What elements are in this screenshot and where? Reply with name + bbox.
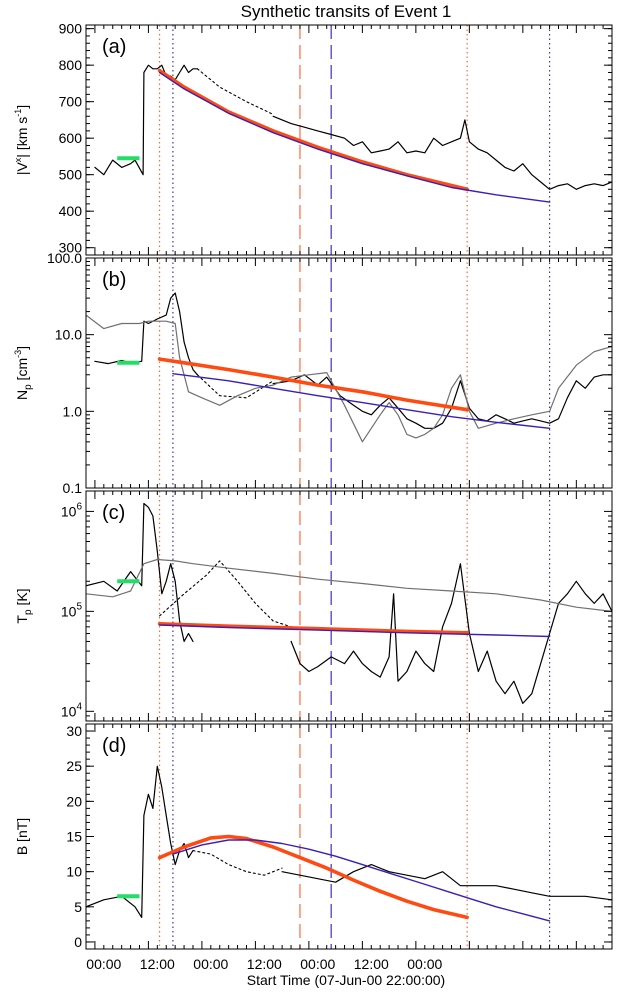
figure-title: Synthetic transits of Event 1: [241, 2, 452, 21]
series-observed: [86, 765, 194, 919]
y-tick-label: 1.0: [63, 403, 83, 419]
series-dotted: [159, 560, 292, 628]
panel-frame: [85, 24, 613, 256]
y-tick-label: 900: [59, 21, 83, 37]
y-axis-label: |Vx| [km s-1]: [13, 105, 30, 175]
plot-area: [94, 25, 612, 255]
series-observed: [94, 64, 198, 176]
y-tick-label: 20: [66, 793, 82, 809]
y-tick-label: 0.1: [63, 480, 83, 496]
series-orange-fit: [157, 834, 469, 920]
panel-a: 300 400 500 600 700 800 900 (a) |Vx| [km s-1]: [13, 21, 613, 256]
x-tick-label: 00:00: [407, 956, 442, 972]
y-tick-label: 105: [61, 601, 83, 619]
series-orange-fit: [157, 68, 469, 192]
x-tick-label: 12:00: [140, 956, 175, 972]
y-axis-label: Tp [K]: [14, 588, 34, 623]
plot-area: [86, 724, 612, 949]
series-purple-fit: [172, 839, 551, 922]
y-tick-label: 600: [59, 130, 83, 146]
y-tick-label: 15: [66, 829, 82, 845]
y-axis-label: B [nT]: [14, 818, 30, 855]
x-tick-label: 00:00: [86, 956, 121, 972]
y-tick-label: 800: [59, 57, 83, 73]
y-axis-label: Np [cm-3]: [13, 346, 34, 400]
series-purple-fit: [158, 624, 551, 638]
panel-label: (d): [102, 735, 126, 757]
y-tick-label: 25: [66, 758, 82, 774]
x-tick-label: 00:00: [193, 956, 228, 972]
x-axis-label: Start Time (07-Jun-00 22:00:00): [247, 972, 445, 988]
series-observed: [272, 374, 612, 429]
panel-label: (b): [102, 269, 126, 291]
y-tick-label: 10: [66, 864, 82, 880]
series-purple-fit: [158, 71, 551, 203]
series-model-gray: [86, 314, 612, 443]
panel-frame: [85, 257, 613, 489]
y-tick-label: 0: [74, 934, 82, 950]
panel-frame: [85, 723, 613, 950]
plot-area: [86, 258, 612, 488]
x-tick-label: 00:00: [300, 956, 335, 972]
panel-b: 0.1 1.0 10.0 100.0 (b) Np [cm-3]: [13, 250, 613, 496]
x-tick-label: 12:00: [354, 956, 389, 972]
plot-area: [86, 491, 612, 721]
y-tick-label: 400: [59, 203, 83, 219]
series-dotted: [192, 850, 283, 876]
series-observed: [272, 115, 612, 190]
panel-label: (a): [102, 36, 126, 58]
series-model-gray: [86, 558, 612, 613]
y-tick-label: 500: [59, 167, 83, 183]
x-tick-label: 12:00: [247, 956, 282, 972]
y-tick-label: 100.0: [47, 250, 82, 266]
panel-d: 0 5 10 15 20 25 30 (d) B [nT]: [14, 723, 613, 950]
series-observed: [281, 863, 612, 901]
y-tick-label: 106: [61, 501, 83, 519]
x-tick-labels: 00:00 12:00 00:00 12:00 00:00 12:00 00:00: [86, 956, 442, 972]
panel-label: (c): [102, 502, 125, 524]
series-dotted: [196, 68, 274, 115]
series-orange-fit: [157, 621, 469, 635]
y-tick-label: 30: [66, 723, 82, 739]
series-purple-fit: [172, 373, 551, 429]
series-observed: [86, 502, 194, 643]
panel-c: 104 105 106 (c) Tp [K]: [14, 490, 613, 722]
series-dotted: [196, 374, 274, 399]
series-orange-fit: [157, 357, 469, 412]
y-tick-label: 700: [59, 94, 83, 110]
y-tick-label: 5: [74, 899, 82, 915]
y-tick-label: 10.0: [55, 327, 82, 343]
y-tick-label: 104: [61, 701, 83, 719]
y-tick-label: 300: [59, 240, 83, 256]
panel-frame: [85, 490, 613, 722]
